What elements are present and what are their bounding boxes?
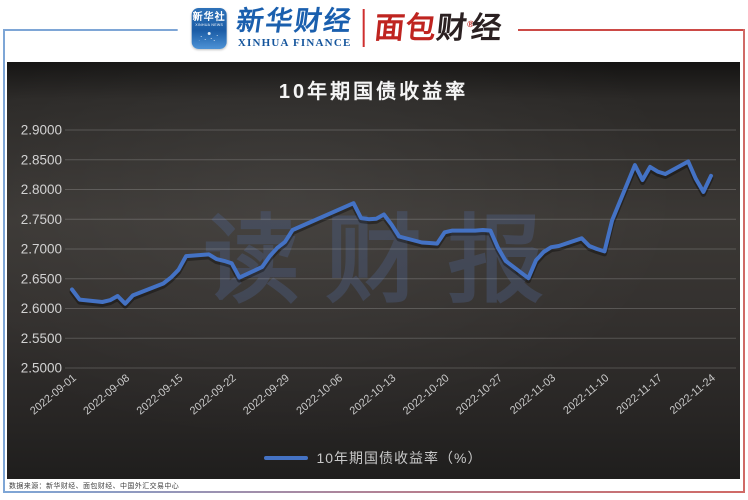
logo-divider	[362, 9, 365, 47]
bread-finance-cn-dark2: 经	[469, 11, 505, 45]
x-tick-label: 2022-10-20	[401, 372, 452, 417]
xinhua-finance-cn: 新华财经	[234, 5, 355, 36]
x-tick-label: 2022-09-29	[241, 372, 292, 417]
source-note: 数据来源：新华财经、面包财经、中国外汇交易中心	[9, 483, 180, 490]
series-line-shadow	[69, 161, 714, 309]
legend-label: 10年期国债收益率（%）	[316, 450, 483, 466]
xinhua-finance-wordmark: 新华财经 XINHUA FINANCE	[234, 5, 355, 49]
xinhua-news-label: 新华社	[192, 11, 226, 23]
x-tick-label: 2022-11-24	[668, 372, 718, 417]
bread-finance-cn-red: 面包	[372, 11, 439, 45]
constellation-dots-icon	[207, 31, 211, 35]
xinhua-news-logo-icon: 新华社 XINHUA NEWS	[191, 7, 227, 49]
x-tick-label: 2022-11-17	[614, 372, 664, 417]
x-tick-label: 2022-10-06	[294, 372, 345, 417]
y-tick-label: 2.8500	[21, 152, 62, 167]
y-tick-label: 2.5500	[21, 331, 62, 346]
y-tick-label: 2.7500	[21, 212, 62, 227]
legend-line-swatch-icon	[264, 456, 309, 460]
xinhua-finance-en: XINHUA FINANCE	[237, 36, 352, 49]
y-tick-label: 2.6500	[21, 271, 62, 286]
y-tick-label: 2.6000	[21, 301, 62, 316]
legend: 10年期国债收益率（%）	[7, 448, 740, 468]
bread-finance-cn-dark1: 财	[434, 11, 470, 45]
series-line	[70, 159, 713, 306]
x-tick-label: 2022-09-08	[81, 372, 132, 417]
xinhua-news-sublabel: XINHUA NEWS	[195, 22, 224, 27]
y-tick-label: 2.5000	[21, 361, 62, 376]
x-tick-label: 2022-11-03	[508, 372, 558, 417]
x-axis-tick-labels: 2022-09-01 2022-09-08 2022-09-15 2022-09-22…	[28, 372, 718, 417]
x-tick-label: 2022-09-01	[28, 372, 79, 417]
x-tick-label: 2022-09-15	[135, 372, 186, 417]
chart-panel: 读财报 2.9000 2.8500 2.8000 2.7500 2.7000 2.6500…	[7, 62, 740, 479]
y-axis-tick-labels: 2.9000 2.8500 2.8000 2.7500 2.7000 2.6500 2.60…	[21, 123, 62, 376]
x-tick-label: 2022-11-10	[561, 372, 611, 417]
gridlines	[65, 129, 736, 369]
x-tick-label: 2022-10-13	[348, 372, 399, 417]
y-tick-label: 2.9000	[21, 123, 62, 138]
chart-title: 10年期国债收益率	[278, 81, 469, 103]
y-tick-label: 2.7000	[21, 242, 62, 257]
x-tick-label: 2022-10-27	[454, 372, 505, 417]
header-logos: 新华社 XINHUA NEWS 新华财经 XINHUA FINANCE 面包财®…	[177, 2, 517, 54]
x-tick-label: 2022-09-22	[188, 372, 239, 417]
chart-svg: 2.9000 2.8500 2.8000 2.7500 2.7000 2.6500 2.60…	[21, 123, 736, 417]
bread-finance-wordmark: 面包财®经	[373, 9, 505, 48]
y-tick-label: 2.8000	[21, 182, 62, 197]
